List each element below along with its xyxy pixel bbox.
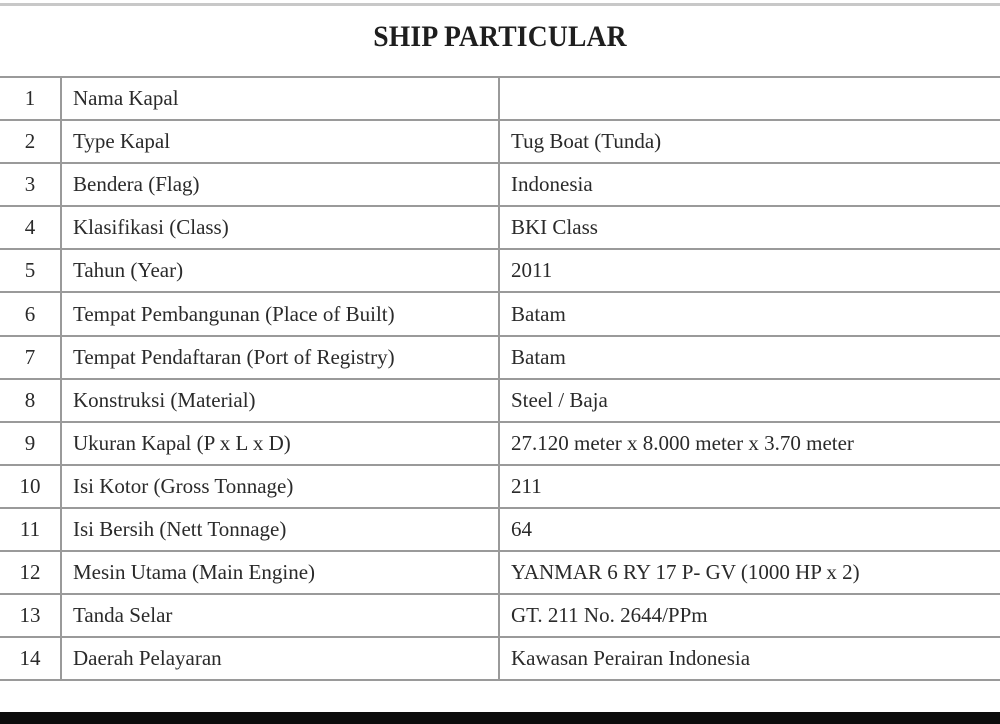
row-value: YANMAR 6 RY 17 P- GV (1000 HP x 2) [498, 550, 1000, 596]
row-number: 10 [0, 463, 62, 509]
row-label: Tempat Pembangunan (Place of Built) [60, 291, 500, 337]
row-label: Konstruksi (Material) [60, 377, 500, 423]
row-label: Type Kapal [60, 119, 500, 165]
row-number: 12 [0, 550, 62, 596]
row-label: Tempat Pendaftaran (Port of Registry) [60, 334, 500, 380]
row-number: 5 [0, 248, 62, 294]
row-value: Batam [498, 334, 1000, 380]
row-label: Klasifikasi (Class) [60, 205, 500, 251]
table-row: 8 Konstruksi (Material) Steel / Baja [0, 377, 1000, 423]
table-row: 13 Tanda Selar GT. 211 No. 2644/PPm [0, 593, 1000, 639]
table-row: 3 Bendera (Flag) Indonesia [0, 162, 1000, 208]
row-number: 1 [0, 75, 62, 122]
row-value [498, 75, 1000, 122]
row-number: 6 [0, 291, 62, 337]
row-label: Isi Bersih (Nett Tonnage) [60, 506, 500, 553]
row-label: Tanda Selar [60, 593, 500, 639]
row-label: Bendera (Flag) [60, 162, 500, 208]
table-row: 5 Tahun (Year) 2011 [0, 248, 1000, 294]
table-row: 14 Daerah Pelayaran Kawasan Perairan Indon… [0, 636, 1000, 682]
row-label: Isi Kotor (Gross Tonnage) [60, 463, 500, 509]
row-number: 3 [0, 162, 62, 208]
row-value: Kawasan Perairan Indonesia [498, 636, 1000, 682]
table-row: 2 Type Kapal Tug Boat (Tunda) [0, 119, 1000, 165]
row-label: Tahun (Year) [60, 248, 500, 294]
table-row: 6 Tempat Pembangunan (Place of Built) Bata… [0, 291, 1000, 337]
table-row: 10 Isi Kotor (Gross Tonnage) 211 [0, 463, 1000, 509]
row-number: 11 [0, 506, 62, 553]
row-value: Steel / Baja [498, 377, 1000, 423]
bottom-bar [0, 712, 1000, 724]
row-number: 8 [0, 377, 62, 423]
row-number: 9 [0, 420, 62, 466]
top-divider [0, 3, 1000, 6]
row-value: 64 [498, 506, 1000, 553]
row-value: BKI Class [498, 205, 1000, 251]
row-value: Indonesia [498, 162, 1000, 208]
row-label: Daerah Pelayaran [60, 636, 500, 682]
row-number: 7 [0, 334, 62, 380]
row-number: 2 [0, 119, 62, 165]
table-row: 12 Mesin Utama (Main Engine) YANMAR 6 RY 1… [0, 550, 1000, 596]
table-row: 1 Nama Kapal [0, 75, 1000, 122]
page-title: SHIP PARTICULAR [373, 20, 627, 53]
row-value: GT. 211 No. 2644/PPm [498, 593, 1000, 639]
table-row: 7 Tempat Pendaftaran (Port of Registry) Ba… [0, 334, 1000, 380]
row-number: 4 [0, 205, 62, 251]
table-row: 11 Isi Bersih (Nett Tonnage) 64 [0, 506, 1000, 553]
row-label: Nama Kapal [60, 75, 500, 122]
row-value: 2011 [498, 248, 1000, 294]
row-label: Ukuran Kapal (P x L x D) [60, 420, 500, 466]
row-label: Mesin Utama (Main Engine) [60, 550, 500, 596]
table-row: 4 Klasifikasi (Class) BKI Class [0, 205, 1000, 251]
row-value: 211 [498, 463, 1000, 509]
row-value: 27.120 meter x 8.000 meter x 3.70 meter [498, 420, 1000, 466]
row-number: 14 [0, 636, 62, 682]
ship-particular-table: 1 Nama Kapal 2 Type Kapal Tug Boat (Tunda) 3 B… [0, 75, 1000, 682]
row-number: 13 [0, 593, 62, 639]
row-value: Tug Boat (Tunda) [498, 119, 1000, 165]
row-value: Batam [498, 291, 1000, 337]
table-row: 9 Ukuran Kapal (P x L x D) 27.120 meter x … [0, 420, 1000, 466]
